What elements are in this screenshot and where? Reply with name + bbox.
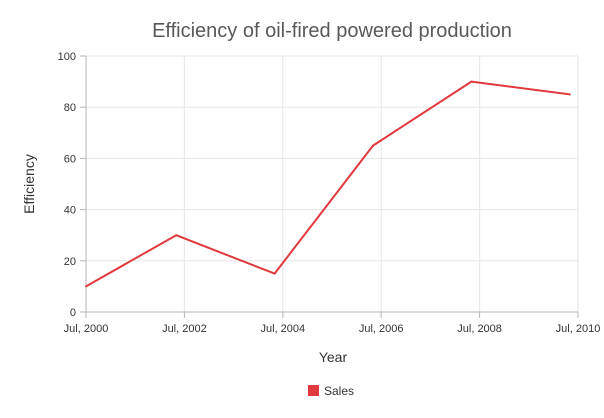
data-point <box>85 285 87 288</box>
y-tick-label: 20 <box>64 256 76 268</box>
axes <box>80 55 579 318</box>
chart-title: Efficiency of oil-fired powered producti… <box>152 20 512 42</box>
series-layer <box>85 80 571 288</box>
data-point <box>568 93 571 96</box>
legend[interactable]: Sales <box>308 384 354 398</box>
data-point <box>372 144 374 147</box>
y-axis-ticks: 0 20 40 60 80 100 <box>58 51 76 319</box>
y-tick-label: 40 <box>64 205 76 217</box>
y-tick-label: 80 <box>64 102 76 114</box>
data-point <box>273 272 276 275</box>
x-axis-ticks: Jul, 2000 Jul, 2002 Jul, 2004 Jul, 2006 Jul,… <box>64 323 601 335</box>
x-tick-label: Jul, 2002 <box>162 323 207 335</box>
series-line-sales <box>85 80 570 288</box>
y-tick-label: 0 <box>70 307 76 319</box>
x-tick-label: Jul, 2006 <box>359 323 404 335</box>
legend-label[interactable]: Sales <box>324 384 354 398</box>
data-point <box>470 80 473 83</box>
x-tick-label: Jul, 2000 <box>64 323 109 335</box>
data-point <box>175 234 178 237</box>
x-axis-title: Year <box>319 349 348 365</box>
y-tick-label: 60 <box>64 153 76 165</box>
x-tick-label: Jul, 2004 <box>260 323 305 335</box>
x-tick-label: Jul, 2010 <box>556 323 601 335</box>
y-tick-label: 100 <box>58 51 76 63</box>
x-tick-label: Jul, 2008 <box>457 323 502 335</box>
y-axis-title: Efficiency <box>21 154 37 214</box>
grid <box>86 55 579 312</box>
legend-swatch[interactable] <box>308 385 319 396</box>
